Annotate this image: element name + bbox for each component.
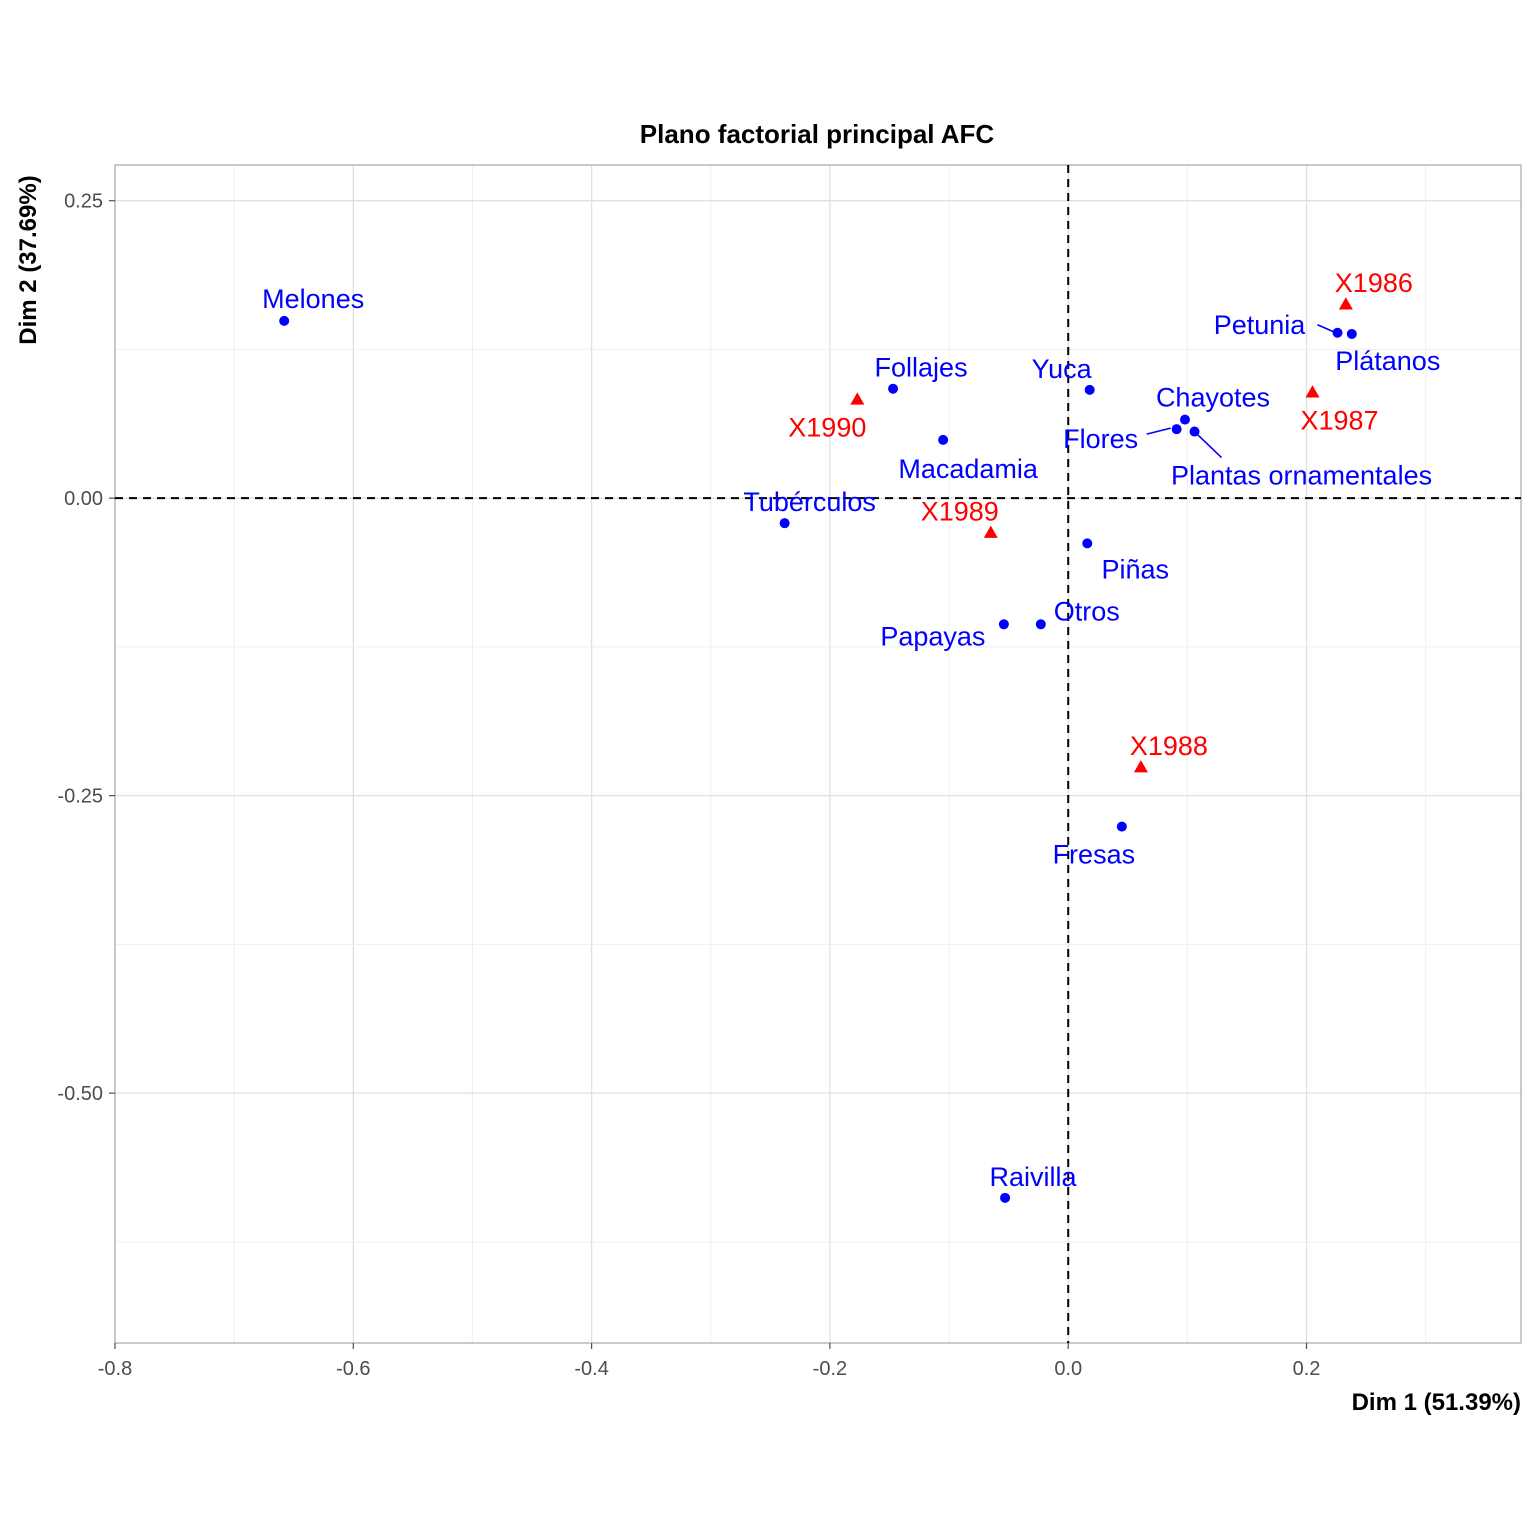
y-axis-title: Dim 2 (37.69%) [15, 175, 42, 344]
label-fresas: Fresas [1053, 840, 1136, 870]
y-axis-ticks: 0.25 0.00 -0.25 -0.50 [57, 191, 115, 1105]
x-tick-label: 0.2 [1293, 1358, 1321, 1380]
x-axis-title: Dim 1 (51.39%) [1352, 1389, 1521, 1416]
point-follajes [888, 383, 899, 394]
point-melones [279, 315, 290, 326]
chart-title: Plano factorial principal AFC [640, 119, 995, 149]
label-papayas: Papayas [880, 621, 985, 651]
label-melones: Melones [262, 284, 364, 314]
label-raivilla: Raivilla [990, 1162, 1078, 1192]
leader-plantas-ornamentales [1196, 433, 1223, 459]
point-fresas [1116, 821, 1127, 832]
y-tick-label: 0.25 [64, 191, 103, 213]
y-tick-label: 0.00 [64, 488, 103, 510]
label-leader-lines [1146, 324, 1334, 459]
label-x1989: X1989 [921, 497, 999, 527]
x-tick-label: 0.0 [1054, 1358, 1082, 1380]
label-x1987: X1987 [1300, 405, 1378, 435]
label-macadamia: Macadamia [898, 454, 1039, 484]
point-macadamia [938, 434, 949, 445]
label-flores: Flores [1063, 424, 1138, 454]
point-x1990 [850, 392, 865, 405]
label-platanos: Plátanos [1335, 346, 1440, 376]
point-platanos [1346, 328, 1357, 339]
label-petunia: Petunia [1214, 310, 1307, 340]
point-yuca [1084, 384, 1095, 395]
label-tuberculos: Tubérculos [743, 487, 876, 517]
y-tick-label: -0.25 [57, 786, 103, 808]
point-otros [1035, 619, 1046, 630]
point-x1988 [1133, 760, 1148, 773]
point-chayotes [1179, 414, 1190, 425]
x-tick-label: -0.6 [336, 1358, 370, 1380]
x-axis-ticks: -0.8 -0.6 -0.4 -0.2 0.0 0.2 [98, 1343, 1321, 1380]
leader-flores [1146, 427, 1171, 435]
point-pinas [1082, 538, 1093, 549]
point-plantas-ornamentales [1189, 426, 1200, 437]
label-pinas: Piñas [1102, 554, 1170, 584]
data-points [279, 297, 1357, 1203]
label-plantas-ornamentales: Plantas ornamentales [1171, 461, 1432, 491]
label-x1988: X1988 [1130, 731, 1208, 761]
point-x1989 [983, 525, 998, 538]
x-tick-label: -0.8 [98, 1358, 132, 1380]
leader-petunia [1317, 324, 1334, 333]
point-x1986 [1338, 297, 1353, 310]
label-otros: Otros [1054, 596, 1120, 626]
point-petunia [1332, 327, 1343, 338]
grid [114, 165, 1521, 1343]
label-chayotes: Chayotes [1156, 383, 1270, 413]
plot-frame [114, 164, 1522, 1344]
point-papayas [998, 619, 1009, 630]
label-x1990: X1990 [788, 412, 866, 442]
point-x1987 [1305, 385, 1320, 398]
label-x1986: X1986 [1335, 268, 1413, 298]
y-tick-label: -0.50 [57, 1083, 103, 1105]
point-raivilla [1000, 1192, 1011, 1203]
x-tick-label: -0.2 [813, 1358, 847, 1380]
reference-lines [115, 165, 1521, 1343]
point-tuberculos [779, 518, 790, 529]
label-follajes: Follajes [875, 353, 968, 383]
x-tick-label: -0.4 [574, 1358, 608, 1380]
label-yuca: Yuca [1032, 354, 1093, 384]
point-flores [1171, 424, 1182, 435]
point-labels: Melones Follajes Macadamia Yuca Petunia Pláta… [262, 268, 1440, 1192]
